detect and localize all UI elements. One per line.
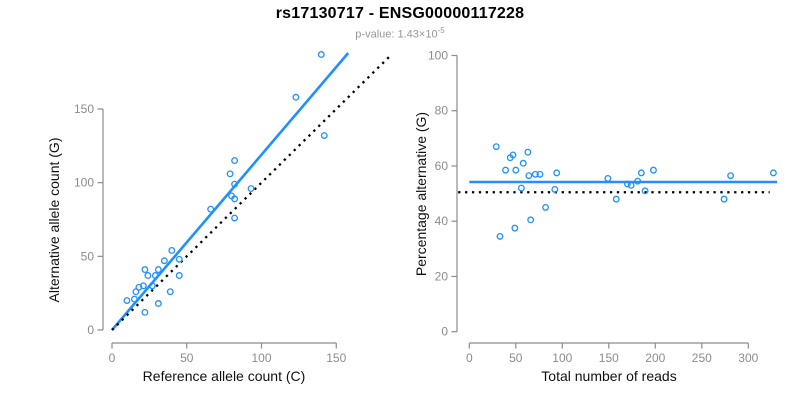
data-point [135,283,143,291]
data-point [641,187,649,195]
allele-counts-panel: 0 50 100 150 0 50 100 150 Reference allele count… [46,51,391,384]
x-tick-label: 300 [738,351,758,365]
data-point [154,266,162,274]
data-point [637,169,645,177]
data-point [175,272,183,279]
data-point [320,132,328,139]
data-point [247,185,255,193]
x-tick-label: 200 [645,351,665,365]
pvalue-exponent: -5 [437,26,445,35]
data-point [231,195,239,203]
data-point [231,180,239,188]
data-point [141,266,149,274]
x-tick-label: 0 [109,351,116,365]
data-point [627,181,635,189]
y-tick-label: 100 [74,176,94,190]
data-point [317,51,325,58]
x-tick-label: 50 [509,351,523,365]
y-tick-label: 0 [441,325,448,339]
data-point [166,288,174,296]
data-point [496,232,504,240]
data-point [519,159,527,167]
data-point [525,172,533,180]
data-point [502,166,510,174]
data-point [207,205,215,213]
y-tick-label: 40 [435,214,449,228]
data-point [175,255,183,263]
data-point [511,224,519,232]
data-point [553,169,561,177]
data-point [139,282,147,290]
x-tick-label: 150 [326,351,346,365]
data-point [727,172,735,180]
y-tick-label: 60 [435,159,449,173]
data-point [141,308,149,316]
data-point [154,300,162,307]
y-tick-label: 20 [435,269,449,283]
data-point [168,246,176,254]
y-axis-title: Percentage alternative (G) [413,112,429,276]
y-tick-label: 80 [435,104,449,118]
y-tick-label: 0 [87,323,94,337]
plot-title: rs17130717 - ENSG00000117228 [275,5,525,22]
data-point [531,170,539,178]
data-point [634,177,642,185]
data-point [144,272,152,279]
y-tick-label: 100 [428,49,448,63]
data-point [148,282,156,290]
data-point [509,151,517,159]
data-point [604,174,612,182]
data-point [551,186,559,193]
data-point [769,169,777,177]
x-tick-label: 250 [692,351,712,365]
data-point [612,195,620,203]
data-point [231,157,239,165]
pvalue-text: p-value: 1.43×10 [355,28,438,41]
regression-line [111,52,350,331]
data-point [492,143,500,151]
x-tick-label: 50 [180,351,194,365]
data-point [720,195,728,203]
percentage-vs-coverage-panel: 0 50 100 150 200 250 300 0 20 40 60 80 100 Total numb… [413,49,778,384]
data-point [524,148,532,156]
data-point [527,216,535,224]
x-tick-label: 100 [552,351,572,365]
data-point [517,184,525,192]
data-point [123,297,131,304]
data-point [292,93,300,101]
data-point [512,166,520,174]
x-tick-label: 0 [466,351,473,365]
data-point [130,295,138,303]
data-point [536,170,544,178]
identity-line [111,55,391,331]
data-point [226,170,234,178]
data-point [649,166,657,174]
x-axis-title: Total number of reads [541,368,676,384]
x-axis-title: Reference allele count (C) [143,368,306,384]
x-tick-label: 100 [251,351,271,365]
y-tick-label: 50 [81,249,95,263]
data-point [160,257,168,265]
data-point [542,203,550,211]
data-point [151,272,159,279]
x-tick-label: 150 [599,351,619,365]
plot-subtitle: p-value: 1.43×10-5 [0,26,800,41]
y-tick-label: 150 [74,102,94,116]
y-axis-title: Alternative allele count (G) [46,138,62,303]
data-point [231,214,239,222]
data-point [623,180,631,188]
